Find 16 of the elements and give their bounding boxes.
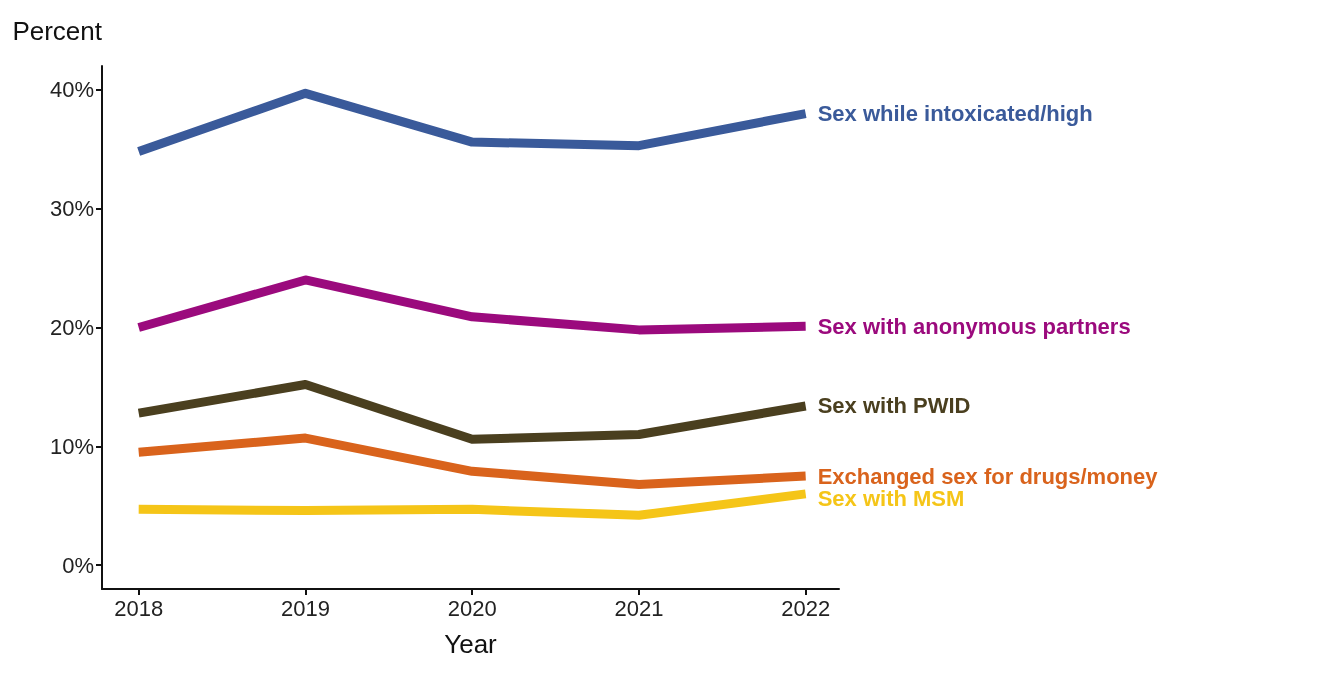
y-tick-label: 40% [49, 77, 94, 103]
y-tick-label: 10% [49, 433, 94, 459]
y-tick-label: 20% [49, 315, 94, 340]
series-label: Sex while intoxicated/high [817, 101, 1093, 127]
y-tick-label: 0% [62, 552, 94, 578]
x-tick-label: 2022 [781, 595, 831, 621]
y-tick-label: 30% [49, 196, 94, 222]
x-tick-label: 2019 [280, 595, 330, 621]
x-tick-label: 2021 [614, 595, 664, 621]
series-label: Sex with PWID [817, 393, 971, 419]
y-axis-title: Percent [12, 16, 103, 46]
x-tick-label: 2018 [114, 595, 164, 621]
x-tick-label: 2020 [447, 595, 497, 621]
x-axis-title: Year [444, 629, 498, 659]
series-label: Exchanged sex for drugs/money [817, 463, 1159, 489]
series-label: Sex with anonymous partners [817, 313, 1131, 339]
